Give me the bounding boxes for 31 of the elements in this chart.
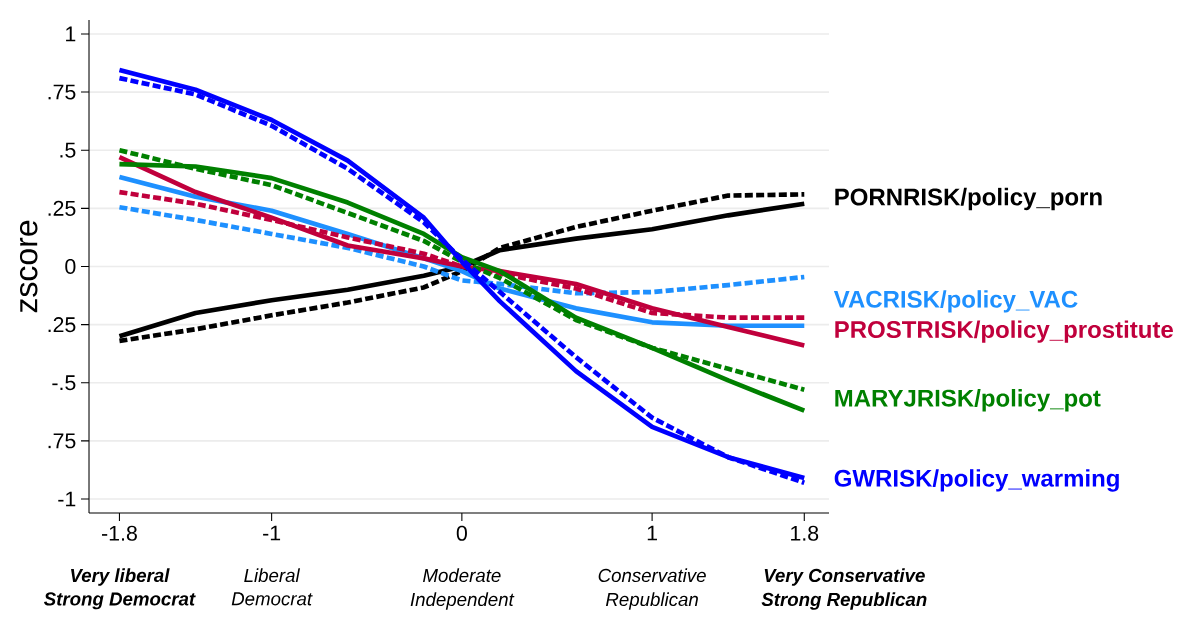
y-tick-label: -1	[58, 491, 76, 507]
text: Conservative	[598, 568, 706, 583]
text: Liberal	[244, 568, 301, 583]
text: Strong Democrat	[43, 592, 196, 610]
y-tick-label: .75	[48, 84, 76, 100]
y-tick-label: .25	[48, 200, 76, 216]
series-label: MARYJRISK/policy_pot	[835, 389, 1101, 412]
x-tick-label: -1.8	[102, 525, 137, 541]
text: Independent	[410, 592, 515, 610]
x-tick-label: 0	[456, 525, 467, 541]
text: Republican	[605, 592, 698, 610]
text: Very Conservative	[764, 568, 925, 586]
y-tick-label: .25	[48, 317, 76, 333]
series-label: GWRISK/policy_warming	[834, 469, 1119, 492]
line-series	[117, 154, 807, 348]
y-tick-label: -.5	[52, 375, 76, 391]
x-tick-label: 1.8	[791, 525, 819, 541]
x-tick-label: 1	[647, 525, 657, 541]
text: Very liberal	[71, 568, 170, 586]
text: Strong Republican	[761, 592, 927, 610]
y-tick-label: 1	[66, 26, 76, 42]
x-tick-label: -1	[263, 525, 281, 541]
series-label: PROSTRISK/policy_prostitute	[835, 320, 1173, 343]
series-label: PORNRISK/policy_porn	[835, 187, 1102, 211]
y-tick-label: .75	[48, 433, 76, 449]
y-tick-label: .5	[60, 142, 76, 158]
text: Democrat	[231, 592, 313, 606]
y-axis-title: zscore	[19, 220, 38, 313]
y-tick-label: 0	[65, 258, 76, 275]
series-label: VACRISK/policy_VAC	[833, 290, 1078, 313]
text: Moderate	[423, 568, 501, 583]
